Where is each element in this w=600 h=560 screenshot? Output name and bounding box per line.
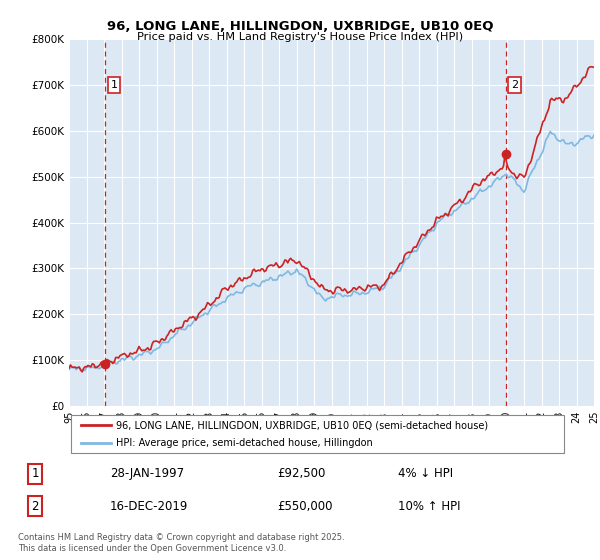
Text: 2: 2	[511, 80, 518, 90]
Text: £550,000: £550,000	[277, 500, 332, 513]
Text: 10% ↑ HPI: 10% ↑ HPI	[398, 500, 460, 513]
Text: 28-JAN-1997: 28-JAN-1997	[110, 468, 184, 480]
Text: Contains HM Land Registry data © Crown copyright and database right 2025.
This d: Contains HM Land Registry data © Crown c…	[18, 533, 344, 553]
Text: 2: 2	[31, 500, 39, 513]
Text: 1: 1	[31, 468, 39, 480]
Text: 96, LONG LANE, HILLINGDON, UXBRIDGE, UB10 0EQ (semi-detached house): 96, LONG LANE, HILLINGDON, UXBRIDGE, UB1…	[116, 421, 488, 430]
Text: 4% ↓ HPI: 4% ↓ HPI	[398, 468, 453, 480]
Text: 96, LONG LANE, HILLINGDON, UXBRIDGE, UB10 0EQ: 96, LONG LANE, HILLINGDON, UXBRIDGE, UB1…	[107, 20, 493, 32]
Text: 16-DEC-2019: 16-DEC-2019	[110, 500, 188, 513]
Text: £92,500: £92,500	[277, 468, 325, 480]
FancyBboxPatch shape	[71, 415, 563, 452]
Text: HPI: Average price, semi-detached house, Hillingdon: HPI: Average price, semi-detached house,…	[116, 438, 373, 448]
Text: 1: 1	[110, 80, 118, 90]
Text: Price paid vs. HM Land Registry's House Price Index (HPI): Price paid vs. HM Land Registry's House …	[137, 32, 463, 43]
